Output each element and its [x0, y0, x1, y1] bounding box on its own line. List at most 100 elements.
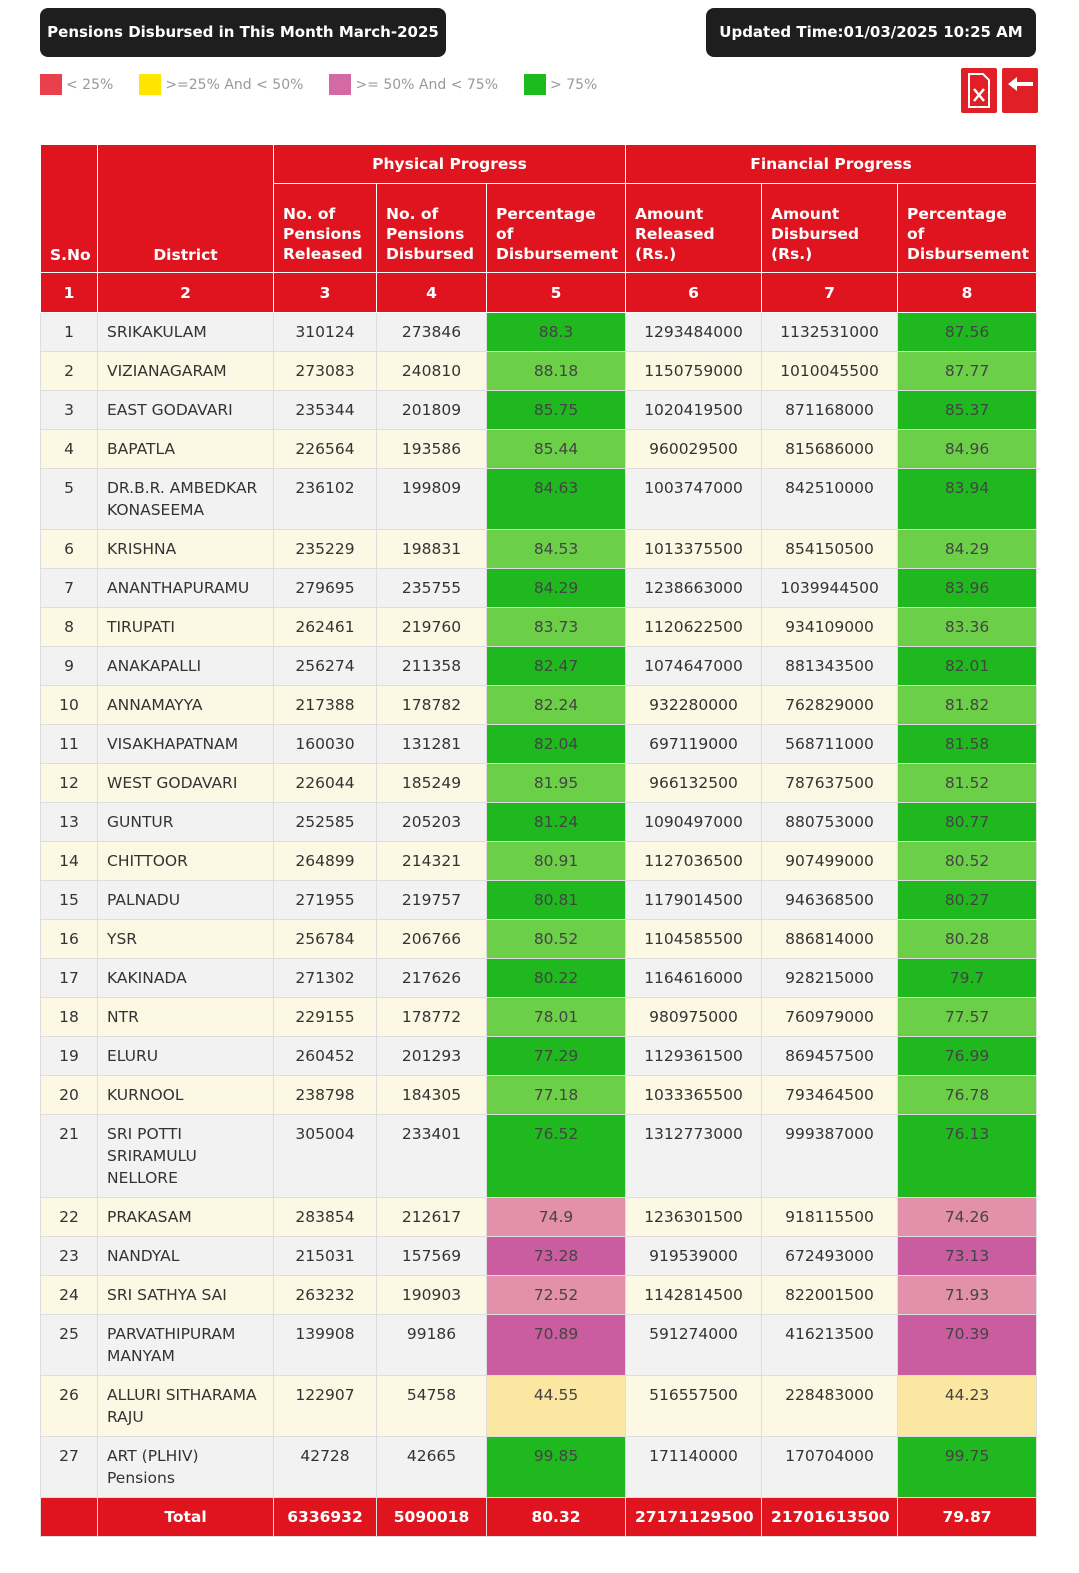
cell: 229155: [273, 997, 377, 1037]
cell: 886814000: [761, 919, 898, 959]
cell: 568711000: [761, 724, 898, 764]
column-number: 5: [486, 272, 626, 313]
legend-swatch: [139, 74, 162, 95]
cell: 919539000: [625, 1236, 762, 1276]
cell: 271955: [273, 880, 377, 920]
back-button[interactable]: [1002, 68, 1038, 113]
total-cell: 5090018: [376, 1497, 487, 1537]
legend-label: >= 50% And < 75%: [355, 76, 499, 93]
cell: 16: [40, 919, 98, 959]
district: ANANTHAPURAMU: [97, 568, 274, 608]
cell: 84.63: [486, 468, 626, 530]
cell: 80.52: [486, 919, 626, 959]
district: WEST GODAVARI: [97, 763, 274, 803]
cell: 79.7: [897, 958, 1037, 998]
cell: 273846: [376, 312, 487, 352]
group-header: Financial Progress: [625, 144, 1037, 184]
cell: 217626: [376, 958, 487, 998]
cell: 13: [40, 802, 98, 842]
cell: 264899: [273, 841, 377, 881]
total-cell: Total: [97, 1497, 274, 1537]
data-row: 21 SRI POTTI SRIRAMULU NELLORE 305004 23340…: [40, 1114, 1037, 1198]
cell: 226564: [273, 429, 377, 469]
legend-label: >=25% And < 50%: [165, 76, 304, 93]
excel-button[interactable]: [961, 68, 997, 113]
cell: 70.39: [897, 1314, 1037, 1376]
cell: 1164616000: [625, 958, 762, 998]
cell: 81.52: [897, 763, 1037, 803]
total-cell: 27171129500: [625, 1497, 762, 1537]
cell: 238798: [273, 1075, 377, 1115]
data-row: 2 VIZIANAGARAM 273083 240810 88.18 1150759000…: [40, 351, 1037, 391]
cell: 3: [40, 390, 98, 430]
district: ART (PLHIV) Pensions: [97, 1436, 274, 1498]
cell: 88.18: [486, 351, 626, 391]
cell: 256274: [273, 646, 377, 686]
cell: 78.01: [486, 997, 626, 1037]
column-header: District: [97, 144, 274, 273]
column-header: Amount Released (Rs.): [625, 183, 762, 273]
cell: 77.57: [897, 997, 1037, 1037]
cell: 1013375500: [625, 529, 762, 569]
data-row: 10 ANNAMAYYA 217388 178782 82.24 932280000 762…: [40, 685, 1037, 725]
district: ANNAMAYYA: [97, 685, 274, 725]
cell: 17: [40, 958, 98, 998]
data-row: 5 DR.B.R. AMBEDKAR KONASEEMA 236102 199809 8…: [40, 468, 1037, 530]
column-header: No. of Pensions Released: [273, 183, 377, 273]
cell: 85.75: [486, 390, 626, 430]
cell: 74.26: [897, 1197, 1037, 1237]
cell: 84.29: [486, 568, 626, 608]
cell: 279695: [273, 568, 377, 608]
data-row: 16 YSR 256784 206766 80.52 1104585500 88681400…: [40, 919, 1037, 959]
table: S.No District Physical Progress Financial P…: [40, 144, 1037, 1537]
cell: 85.37: [897, 390, 1037, 430]
cell: 842510000: [761, 468, 898, 530]
district: NANDYAL: [97, 1236, 274, 1276]
cell: 82.01: [897, 646, 1037, 686]
cell: 10: [40, 685, 98, 725]
district: GUNTUR: [97, 802, 274, 842]
cell: 1238663000: [625, 568, 762, 608]
cell: 99186: [376, 1314, 487, 1376]
cell: 934109000: [761, 607, 898, 647]
cell: 1090497000: [625, 802, 762, 842]
cell: 184305: [376, 1075, 487, 1115]
cell: 199809: [376, 468, 487, 530]
legend-item: > 75%: [524, 74, 597, 95]
cell: 84.29: [897, 529, 1037, 569]
cell: 42665: [376, 1436, 487, 1498]
data-row: 25 PARVATHIPURAM MANYAM 139908 99186 70.89 59…: [40, 1314, 1037, 1376]
cell: 1312773000: [625, 1114, 762, 1198]
data-row: 6 KRISHNA 235229 198831 84.53 1013375500 85415…: [40, 529, 1037, 569]
cell: 201293: [376, 1036, 487, 1076]
cell: 76.78: [897, 1075, 1037, 1115]
cell: 5: [40, 468, 98, 530]
cell: 762829000: [761, 685, 898, 725]
group-header: Physical Progress: [273, 144, 626, 184]
cell: 88.3: [486, 312, 626, 352]
cell: 211358: [376, 646, 487, 686]
cell: 14: [40, 841, 98, 881]
cell: 80.27: [897, 880, 1037, 920]
cell: 171140000: [625, 1436, 762, 1498]
cell: 122907: [273, 1375, 377, 1437]
data-row: 12 WEST GODAVARI 226044 185249 81.95 96613250…: [40, 763, 1037, 803]
cell: 516557500: [625, 1375, 762, 1437]
cell: 960029500: [625, 429, 762, 469]
data-row: 24 SRI SATHYA SAI 263232 190903 72.52 1142814…: [40, 1275, 1037, 1315]
cell: 20: [40, 1075, 98, 1115]
cell: 21: [40, 1114, 98, 1198]
cell: 966132500: [625, 763, 762, 803]
cell: 1120622500: [625, 607, 762, 647]
cell: 9: [40, 646, 98, 686]
column-header: S.No: [40, 144, 98, 273]
district: SRI SATHYA SAI: [97, 1275, 274, 1315]
legend: < 25% >=25% And < 50% >= 50% And < 75% > 75…: [40, 74, 623, 95]
cell: 1142814500: [625, 1275, 762, 1315]
legend-item: < 25%: [40, 74, 113, 95]
cell: 305004: [273, 1114, 377, 1198]
cell: 170704000: [761, 1436, 898, 1498]
legend-swatch: [524, 74, 547, 95]
cell: 263232: [273, 1275, 377, 1315]
